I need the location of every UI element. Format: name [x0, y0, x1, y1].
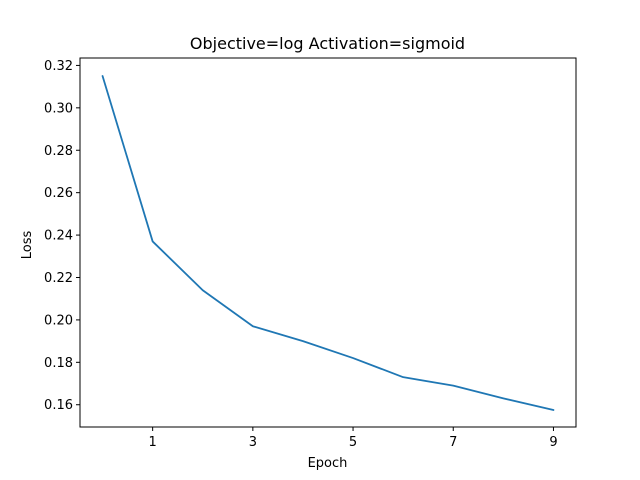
loss-series-line	[101, 75, 555, 411]
x-tick-label: 3	[249, 435, 257, 450]
y-tick-label: 0.16	[44, 398, 73, 413]
y-tick-label: 0.26	[44, 186, 73, 201]
x-tick-label: 1	[149, 435, 157, 450]
y-tick-label: 0.20	[44, 313, 73, 328]
y-tick-label: 0.24	[44, 229, 73, 244]
y-axis-label: Loss	[20, 231, 35, 260]
y-tick-label: 0.30	[44, 101, 73, 116]
plot-frame	[79, 57, 577, 428]
y-tick-label: 0.18	[44, 356, 73, 371]
plot-area	[101, 75, 555, 411]
y-tick-label: 0.22	[44, 271, 73, 286]
x-axis: 1 3 5 7 9	[149, 427, 558, 450]
chart-title: Objective=log Activation=sigmoid	[190, 34, 465, 53]
x-tick-label: 5	[349, 435, 357, 450]
y-tick-label: 0.32	[44, 59, 73, 74]
x-tick-label: 9	[549, 435, 557, 450]
x-tick-label: 7	[449, 435, 457, 450]
x-axis-label: Epoch	[308, 456, 348, 471]
y-tick-label: 0.28	[44, 144, 73, 159]
y-axis: 0.16 0.18 0.20 0.22 0.24 0.26 0.28 0.30 0.32	[44, 59, 80, 413]
